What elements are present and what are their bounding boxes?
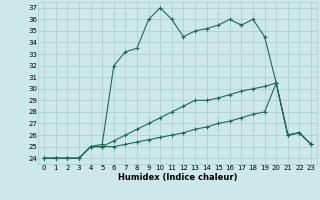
X-axis label: Humidex (Indice chaleur): Humidex (Indice chaleur) — [118, 173, 237, 182]
